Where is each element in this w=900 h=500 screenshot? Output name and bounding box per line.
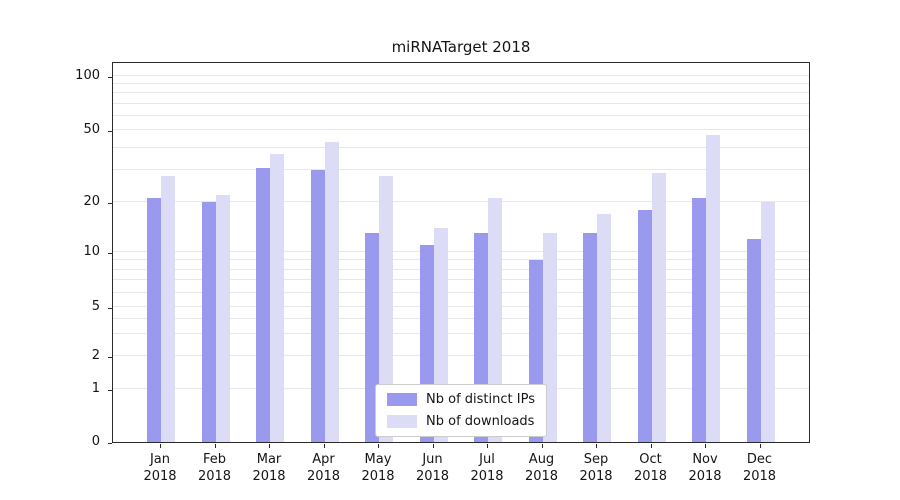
x-tick-label-nov: Nov 2018: [688, 452, 722, 484]
x-tick-mark: [214, 444, 216, 448]
bar-distinct-ips-nov: [692, 198, 706, 442]
x-tick-mark: [705, 444, 706, 448]
gridline: [113, 355, 809, 356]
x-tick-label-jan: Jan 2018: [143, 452, 177, 484]
x-tick-mark: [596, 444, 597, 448]
y-tick-mark: [108, 357, 112, 358]
x-tick-mark: [323, 444, 325, 448]
legend-swatch-distinct-ips: [387, 393, 418, 406]
x-tick-label-aug: Aug 2018: [524, 452, 559, 484]
bar-downloads-jul: [488, 198, 502, 442]
bar-downloads-oct: [651, 172, 666, 442]
bar-distinct-ips-sep: [583, 233, 597, 442]
x-tick-label-oct: Oct 2018: [633, 452, 668, 484]
legend-item-downloads: Nb of downloads: [387, 414, 535, 429]
x-tick-mark: [378, 444, 379, 448]
x-tick-label-sep: Sep 2018: [579, 452, 613, 484]
bar-distinct-ips-mar: [256, 167, 270, 442]
gridline: [113, 201, 809, 202]
gridline: [113, 102, 809, 104]
gridline: [113, 146, 809, 148]
x-tick-label-dec: Dec 2018: [742, 452, 777, 484]
x-tick-label-jul: Jul 2018: [470, 452, 504, 484]
y-tick-label-20: 20: [83, 194, 100, 209]
x-tick-mark: [269, 444, 270, 448]
x-tick-mark: [432, 444, 434, 448]
y-tick-mark: [108, 203, 112, 204]
bar-downloads-nov: [706, 134, 720, 442]
gridline: [113, 259, 809, 261]
gridline: [113, 279, 809, 281]
legend-swatch-downloads: [387, 415, 418, 428]
gridline: [113, 75, 809, 76]
gridline: [113, 251, 809, 252]
bar-distinct-ips-apr: [310, 170, 325, 442]
x-tick-label-jun: Jun 2018: [415, 452, 450, 484]
gridline: [113, 92, 809, 94]
y-tick-label-100: 100: [75, 68, 100, 83]
bar-downloads-sep: [597, 213, 611, 442]
bar-distinct-ips-jan: [147, 198, 161, 442]
bar-distinct-ips-dec: [746, 238, 761, 442]
legend-label-downloads: Nb of downloads: [426, 414, 535, 429]
gridline: [113, 268, 809, 270]
y-tick-label-10: 10: [83, 244, 100, 259]
bar-downloads-jan: [161, 175, 175, 442]
x-tick-mark: [759, 444, 761, 448]
gridline: [113, 306, 809, 307]
y-tick-mark: [108, 443, 112, 444]
legend-label-distinct-ips: Nb of distinct IPs: [426, 392, 535, 407]
legend: Nb of distinct IPs Nb of downloads: [375, 384, 547, 437]
x-tick-label-apr: Apr 2018: [306, 452, 341, 484]
x-tick-label-may: May 2018: [361, 452, 395, 484]
gridline: [113, 333, 809, 335]
gridline: [113, 114, 809, 116]
y-tick-label-0: 0: [91, 434, 100, 449]
bar-distinct-ips-oct: [637, 209, 652, 442]
y-tick-mark: [108, 390, 112, 391]
y-tick-label-1: 1: [91, 381, 100, 396]
x-tick-mark: [650, 444, 652, 448]
y-tick-label-50: 50: [83, 122, 100, 137]
chart-title: miRNATarget 2018: [391, 38, 531, 56]
gridline: [113, 83, 809, 85]
gridline: [113, 129, 809, 130]
bar-downloads-feb: [215, 194, 230, 442]
bar-downloads-dec: [760, 202, 775, 442]
x-tick-label-mar: Mar 2018: [252, 452, 286, 484]
x-tick-mark: [487, 444, 488, 448]
gridline: [113, 291, 809, 293]
y-tick-mark: [108, 77, 112, 78]
bar-downloads-apr: [324, 141, 339, 442]
y-tick-label-2: 2: [91, 348, 100, 363]
plot-area: Nb of distinct IPs Nb of downloads: [112, 62, 810, 443]
x-tick-mark: [541, 444, 543, 448]
y-tick-mark: [108, 131, 112, 132]
y-tick-mark: [108, 308, 112, 309]
bar-downloads-mar: [270, 153, 284, 442]
gridline: [113, 317, 809, 319]
bar-distinct-ips-feb: [201, 202, 216, 442]
gridline: [113, 169, 809, 171]
y-tick-mark: [108, 253, 112, 254]
y-tick-label-5: 5: [91, 299, 100, 314]
x-tick-mark: [160, 444, 161, 448]
x-tick-label-feb: Feb 2018: [197, 452, 232, 484]
bar-downloads-may: [379, 175, 393, 442]
legend-item-distinct-ips: Nb of distinct IPs: [387, 392, 535, 407]
